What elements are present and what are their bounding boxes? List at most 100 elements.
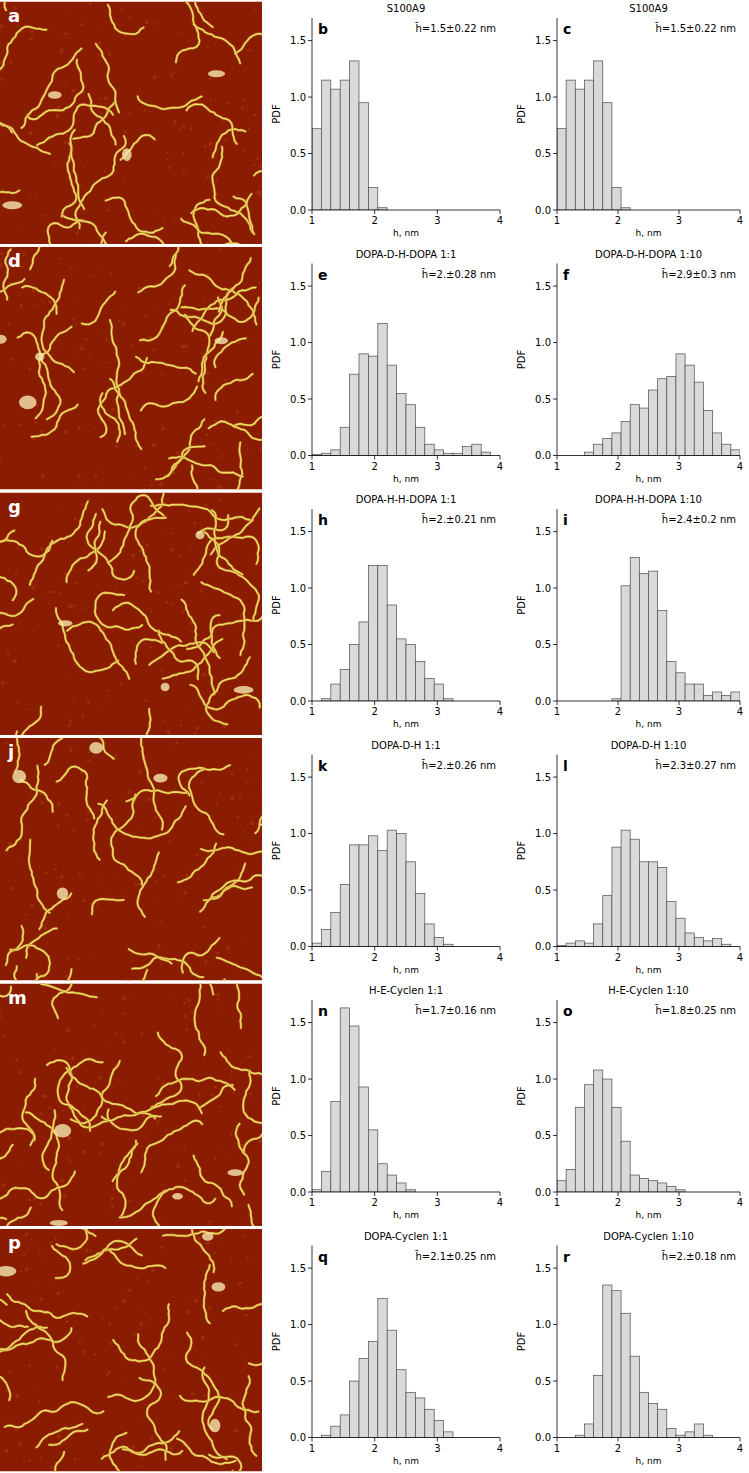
bars [312, 830, 453, 946]
afm-fibril [110, 495, 164, 562]
afm-speck [190, 571, 192, 573]
y-tick-label: 0.0 [290, 941, 306, 952]
x-axis-line [312, 701, 500, 702]
y-tick [553, 210, 557, 211]
afm-speck [232, 1092, 234, 1094]
afm-fibril-highlight [170, 247, 188, 266]
afm-speck [144, 699, 147, 702]
afm-speck [249, 756, 251, 758]
afm-fibril [182, 600, 215, 695]
afm-fibril [26, 1311, 66, 1380]
afm-speck [107, 1370, 111, 1374]
afm-speck [130, 344, 133, 347]
histogram-bar [340, 1415, 349, 1438]
x-tick-label: 4 [737, 1443, 743, 1454]
histogram-bar [658, 1409, 667, 1437]
afm-fibril-highlight [192, 288, 255, 332]
afm-speck [87, 810, 91, 814]
afm-aggregate [48, 91, 62, 99]
x-tick [374, 1192, 375, 1196]
afm-speck [179, 555, 181, 557]
x-axis-title: h, nm [636, 1456, 662, 1466]
afm-fibril-highlight [10, 945, 50, 980]
afm-speck [191, 631, 193, 633]
x-tick-label: 2 [371, 1443, 377, 1454]
x-tick-label: 2 [371, 461, 377, 472]
afm-speck [105, 338, 108, 341]
afm-fibril [0, 540, 52, 557]
afm-speck [105, 697, 107, 699]
afm-speck [135, 1277, 137, 1279]
afm-speck [89, 2, 92, 5]
afm-speck [63, 84, 66, 87]
histogram-bar [594, 1070, 603, 1192]
afm-speck [104, 170, 106, 172]
afm-fibril-highlight [62, 144, 77, 217]
afm-fibril-highlight [190, 685, 259, 710]
afm-speck [25, 1232, 29, 1236]
afm-speck [204, 503, 207, 506]
afm-speck [169, 583, 171, 585]
afm-speck [203, 1395, 206, 1398]
afm-fibril [29, 840, 50, 913]
afm-speck [20, 1132, 23, 1135]
afm-speck [57, 1435, 61, 1439]
afm-speck [181, 611, 184, 614]
afm-speck [240, 1062, 242, 1064]
afm-speck [30, 1238, 33, 1241]
afm-fibril-highlight [108, 5, 144, 34]
histogram-bar [594, 61, 603, 210]
afm-speck [157, 944, 161, 948]
afm-speck [207, 47, 210, 50]
x-tick-label: 1 [554, 1197, 560, 1208]
histogram-bar [415, 893, 424, 946]
y-tick-label: 1.5 [535, 526, 551, 537]
afm-fibril [53, 1229, 87, 1249]
afm-speck [163, 874, 166, 877]
afm-speck [187, 1310, 191, 1314]
afm-fibril [189, 270, 256, 324]
x-tick-label: 4 [737, 215, 743, 226]
histogram-bar [713, 692, 722, 701]
afm-speck [3, 1035, 6, 1038]
y-tick [553, 455, 557, 456]
afm-fibril [159, 631, 198, 679]
afm-fibril [52, 1246, 70, 1278]
histogram-bar [649, 390, 658, 456]
afm-speck [64, 430, 68, 434]
afm-speck [147, 1280, 150, 1283]
afm-speck [211, 1094, 214, 1097]
y-tick [308, 531, 312, 532]
afm-fibril [0, 1128, 35, 1140]
afm-aggregate [172, 1193, 183, 1199]
afm-speck [224, 139, 227, 142]
histogram-bar [713, 433, 722, 456]
afm-speck [97, 41, 101, 45]
afm-background [0, 247, 262, 490]
panel-letter: p [8, 1232, 21, 1253]
histogram-bar [368, 187, 377, 210]
afm-fibril [209, 1455, 241, 1471]
afm-aggregate [12, 770, 26, 783]
y-axis-title: PDF [516, 1086, 527, 1106]
afm-fibril-highlight [67, 969, 74, 980]
afm-fibril [113, 1144, 138, 1182]
afm-fibril-highlight [106, 198, 163, 233]
y-tick-label: 0.5 [535, 148, 551, 159]
afm-speck [206, 1241, 210, 1245]
histogram-bar [731, 692, 740, 701]
afm-fibril [192, 288, 255, 332]
afm-fibril [178, 844, 216, 883]
histogram-bar [415, 427, 424, 455]
afm-aggregate [35, 353, 44, 361]
afm-speck [191, 1295, 194, 1298]
afm-speck [142, 372, 144, 374]
afm-fibril [89, 94, 116, 145]
afm-fibril [14, 966, 37, 980]
y-axis-line [557, 264, 558, 456]
afm-speck [236, 815, 240, 819]
afm-fibril [113, 603, 181, 642]
histogram-bar [397, 834, 406, 947]
x-axis-line [312, 455, 500, 456]
histogram-bar [694, 1424, 703, 1438]
